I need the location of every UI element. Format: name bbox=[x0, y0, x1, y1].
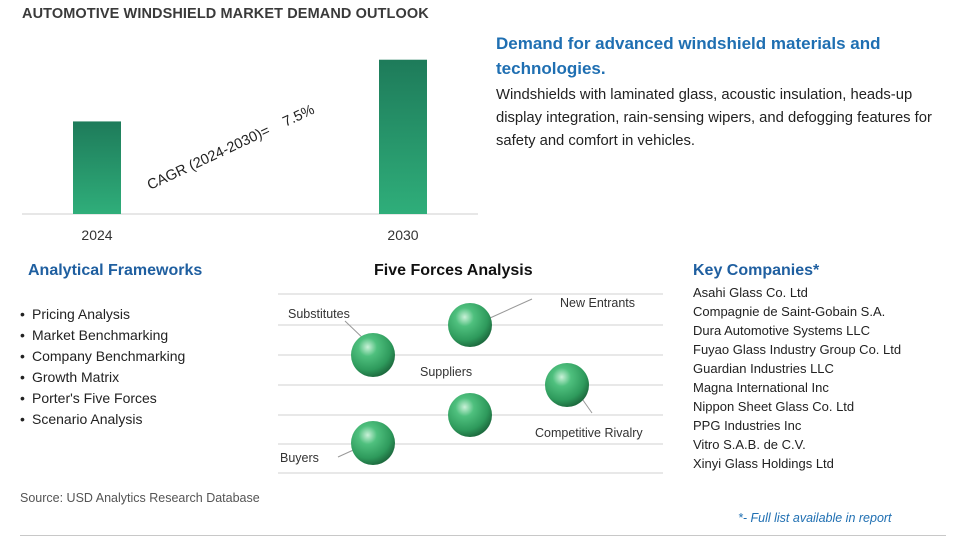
list-item: Xinyi Glass Holdings Ltd bbox=[693, 456, 834, 471]
demand-description: Windshields with laminated glass, acoust… bbox=[496, 87, 932, 149]
five-forces-heading: Five Forces Analysis bbox=[374, 262, 533, 279]
list-item: Porter's Five Forces bbox=[20, 388, 185, 409]
five-forces-diagram: Substitutes New Entrants Suppliers Compe… bbox=[278, 293, 663, 474]
competitive-rivalry-label: Competitive Rivalry bbox=[535, 426, 643, 440]
key-companies-list: Asahi Glass Co. Ltd Compagnie de Saint-G… bbox=[693, 283, 901, 473]
rivalry-center-sphere bbox=[448, 393, 492, 437]
frameworks-list: Pricing Analysis Market Benchmarking Com… bbox=[20, 304, 185, 430]
bottom-divider bbox=[20, 535, 946, 536]
buyers-label: Buyers bbox=[280, 451, 319, 465]
cagr-annotation: CAGR (2024-2030)= 7.5% bbox=[145, 102, 317, 194]
substitutes-label: Substitutes bbox=[288, 307, 350, 321]
list-item: Magna International Inc bbox=[693, 380, 829, 395]
list-item: Growth Matrix bbox=[20, 367, 185, 388]
footnote: *- Full list available in report bbox=[738, 511, 892, 525]
new-entrants-sphere bbox=[448, 303, 492, 347]
list-item: Company Benchmarking bbox=[20, 346, 185, 367]
substitutes-sphere bbox=[351, 333, 395, 377]
new-entrants-label: New Entrants bbox=[560, 296, 635, 310]
list-item: Compagnie de Saint-Gobain S.A. bbox=[693, 304, 886, 319]
list-item: Guardian Industries LLC bbox=[693, 361, 834, 376]
list-item: Scenario Analysis bbox=[20, 409, 185, 430]
list-item: Dura Automotive Systems LLC bbox=[693, 323, 871, 338]
bar-2024 bbox=[73, 121, 121, 214]
list-item: Pricing Analysis bbox=[20, 304, 185, 325]
x-tick-label-2030: 2030 bbox=[387, 227, 418, 243]
list-item: Vitro S.A.B. de C.V. bbox=[693, 437, 806, 452]
suppliers-label: Suppliers bbox=[420, 365, 472, 379]
list-item: Asahi Glass Co. Ltd bbox=[693, 285, 808, 300]
frameworks-heading: Analytical Frameworks bbox=[28, 262, 203, 279]
competitive-rivalry-sphere bbox=[545, 363, 589, 407]
page-title: AUTOMOTIVE WINDSHIELD MARKET DEMAND OUTL… bbox=[22, 6, 429, 22]
list-item: Market Benchmarking bbox=[20, 325, 185, 346]
list-item: Fuyao Glass Industry Group Co. Ltd bbox=[693, 342, 902, 357]
list-item: Nippon Sheet Glass Co. Ltd bbox=[693, 399, 855, 414]
buyers-sphere bbox=[351, 421, 395, 465]
demand-heading: Demand for advanced windshield materials… bbox=[496, 34, 881, 78]
source-note: Source: USD Analytics Research Database bbox=[20, 491, 260, 505]
connector-line bbox=[489, 298, 533, 319]
list-item: PPG Industries Inc bbox=[693, 418, 802, 433]
x-tick-label-2024: 2024 bbox=[81, 227, 112, 243]
key-companies-heading: Key Companies* bbox=[693, 262, 820, 279]
demand-bar-chart: 2024 2030 CAGR (2024-2030)= 7.5% bbox=[22, 59, 478, 243]
bar-2030 bbox=[379, 59, 427, 214]
